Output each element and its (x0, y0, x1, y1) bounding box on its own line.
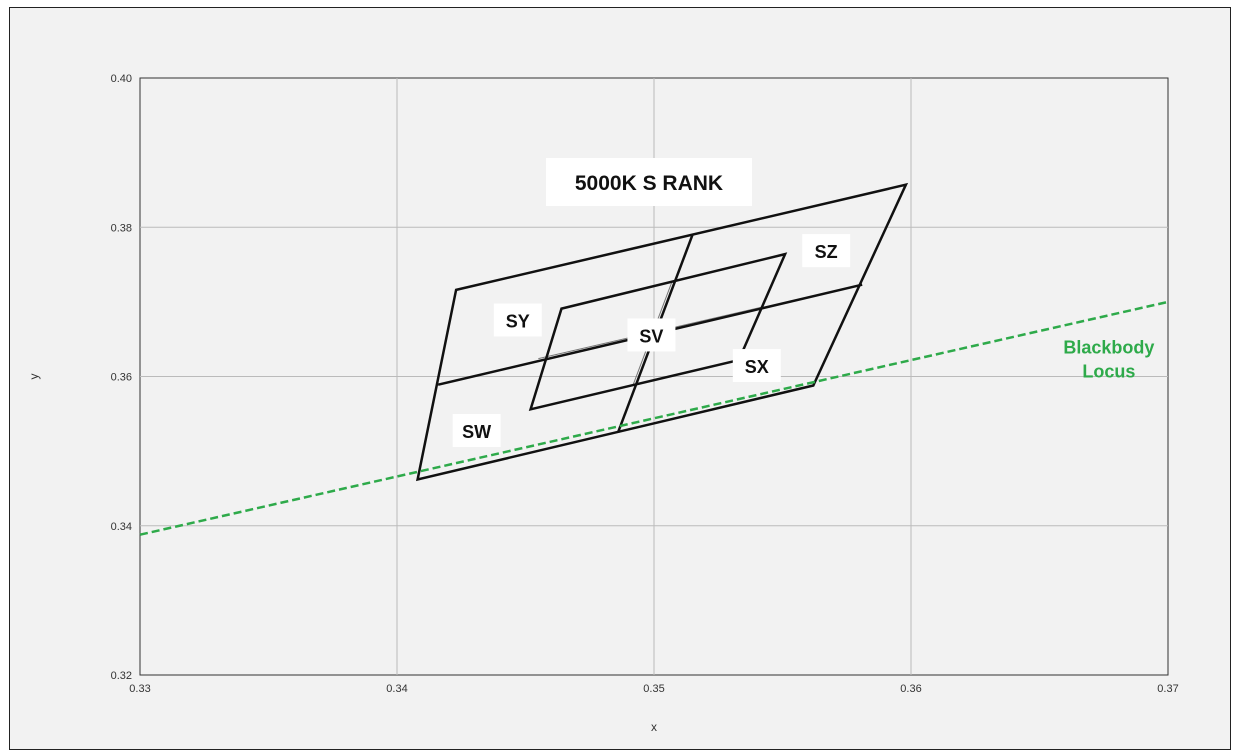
bin-label-sz: SZ (802, 234, 851, 268)
chart-title-text: 5000K S RANK (575, 172, 723, 195)
chromaticity-chart: 0.33 0.34 0.35 0.36 0.37 0.32 0.34 0.36 0.38 0.40… (27, 73, 1179, 734)
locus-label-line2: Locus (1082, 362, 1135, 382)
axis-ticks: 0.33 0.34 0.35 0.36 0.37 0.32 0.34 0.36 0.38 0.40 (111, 73, 1179, 695)
bin-label-sw: SW (452, 413, 501, 447)
x-axis-label: x (651, 720, 657, 734)
y-axis-label: y (27, 374, 41, 380)
y-tick-label: 0.40 (111, 73, 132, 85)
bin-label-bg (493, 303, 542, 337)
bin-label-text: SV (639, 326, 663, 346)
blackbody-locus-line (139, 300, 1169, 536)
y-tick-label: 0.34 (111, 521, 132, 533)
y-tick-label: 0.36 (111, 372, 132, 384)
chart-frame: 0.33 0.34 0.35 0.36 0.37 0.32 0.34 0.36 0.38 0.40… (9, 7, 1231, 750)
bin-label-sx: SX (732, 349, 781, 383)
bin-label-text: SW (462, 422, 491, 442)
bin-label-bg (452, 413, 501, 447)
y-tick-label: 0.32 (111, 670, 132, 682)
locus-label-line1: Blackbody (1063, 338, 1154, 358)
bin-label-sy: SY (493, 303, 542, 337)
x-tick-label: 0.37 (1157, 683, 1178, 695)
x-tick-label: 0.35 (643, 683, 664, 695)
outer-quadrangle (415, 182, 909, 482)
x-tick-label: 0.36 (900, 683, 921, 695)
bin-label-sv: SV (627, 318, 676, 352)
x-tick-label: 0.33 (129, 683, 150, 695)
bin-label-text: SZ (815, 242, 838, 262)
bin-label-bg (627, 318, 676, 352)
locus-annotation: Blackbody Locus (1063, 338, 1154, 382)
chart-title: 5000K S RANK (546, 158, 752, 206)
locus-layer (139, 300, 1169, 536)
bin-labels: SZ SY SV SX SW (452, 234, 851, 447)
bin-label-bg (802, 234, 851, 268)
x-tick-label: 0.34 (386, 683, 407, 695)
bin-label-bg (732, 349, 781, 383)
y-tick-label: 0.38 (111, 222, 132, 234)
bin-label-text: SY (506, 312, 530, 332)
bin-label-text: SX (745, 357, 769, 377)
